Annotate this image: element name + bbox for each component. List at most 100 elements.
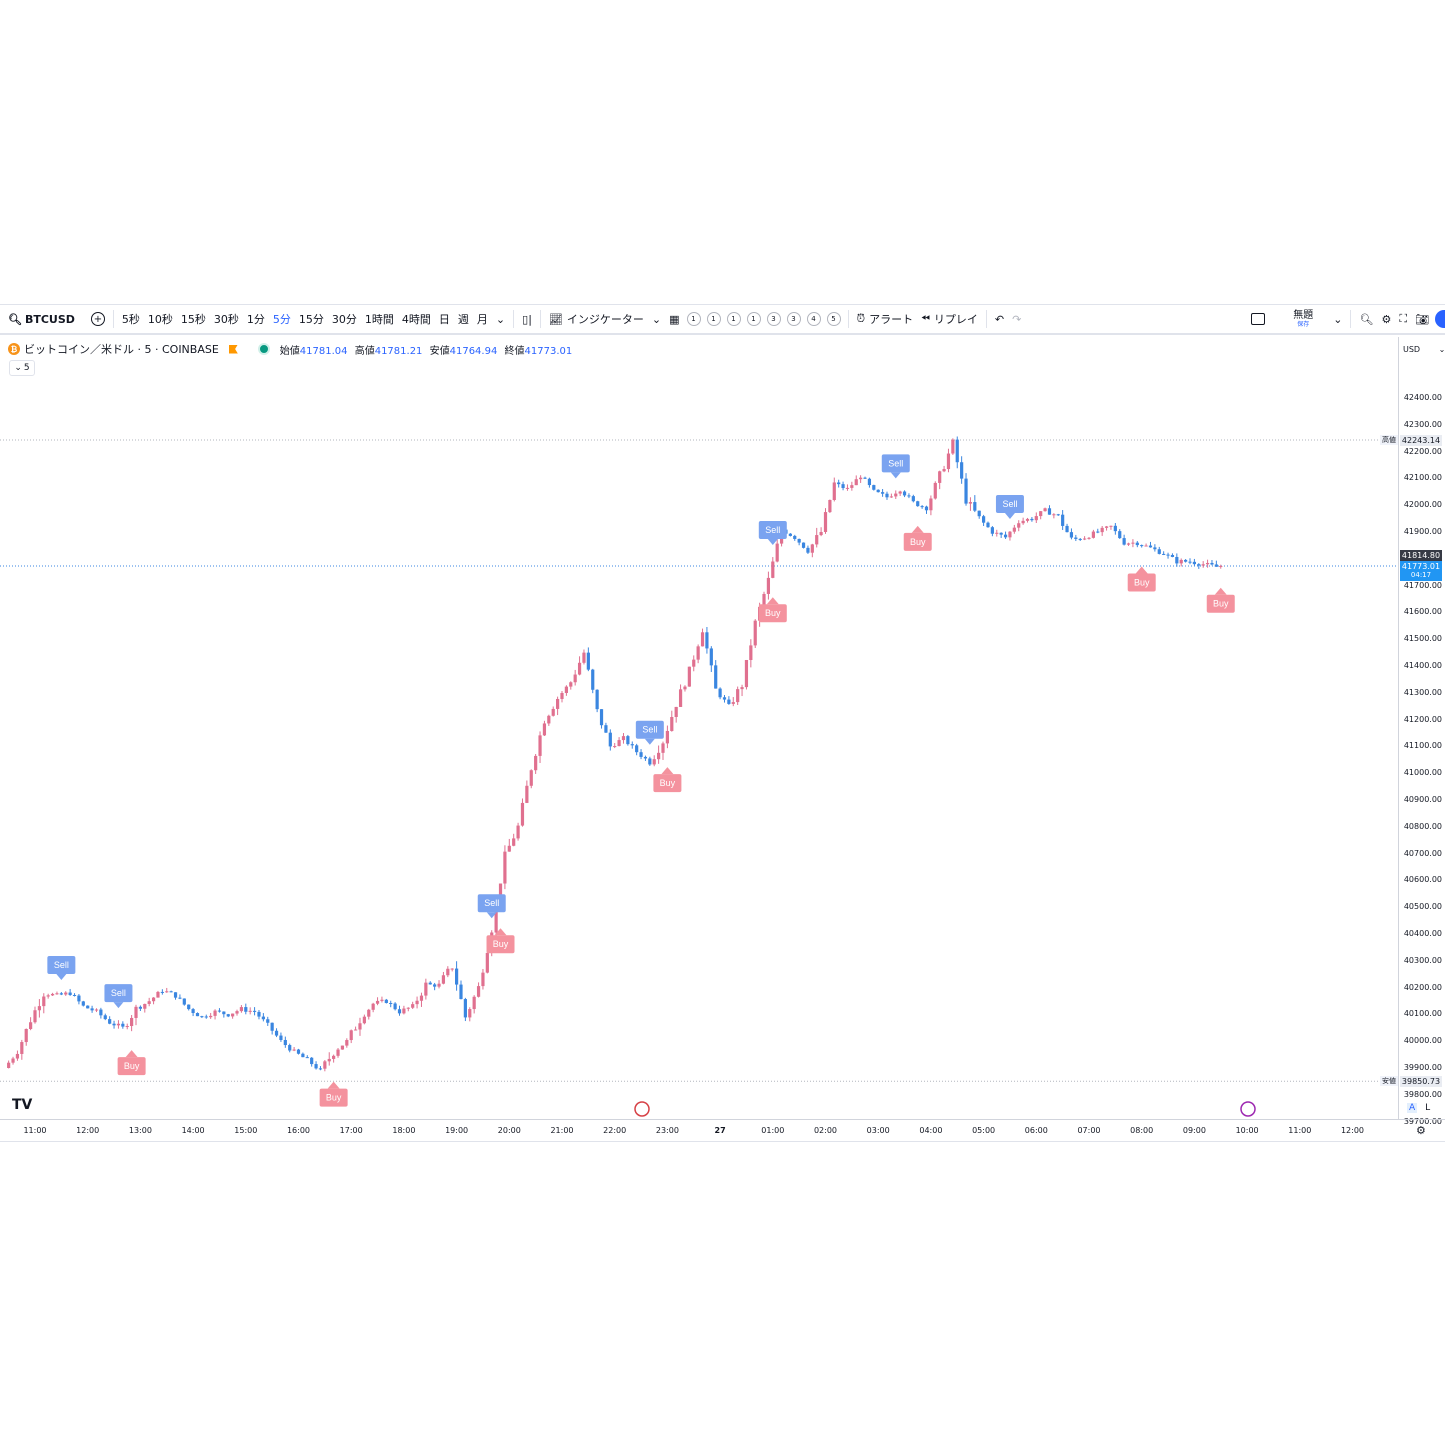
buy-signal[interactable]: Buy	[653, 767, 682, 793]
sell-signal[interactable]: Sell	[635, 720, 664, 745]
candle-body	[301, 1053, 305, 1058]
candle	[819, 527, 823, 537]
buy-signal[interactable]: Buy	[903, 525, 932, 551]
replay-button[interactable]: ⏪︎ リプレイ	[917, 304, 982, 334]
candle	[1166, 552, 1170, 559]
interval-4[interactable]: 1分	[246, 313, 265, 326]
interval-9[interactable]: 4時間	[401, 313, 431, 326]
interval-8[interactable]: 1時間	[364, 313, 394, 326]
indicators-button[interactable]: 📈︎ インジケーター ⌄	[545, 304, 665, 334]
interval-5[interactable]: 5分	[272, 313, 291, 326]
currency-selector[interactable]: USD ⌄	[1403, 345, 1445, 354]
interval-2[interactable]: 15秒	[180, 313, 206, 326]
sell-signal[interactable]: Sell	[758, 521, 787, 546]
candle	[1118, 529, 1122, 539]
lightning-event-icon[interactable]	[1240, 1101, 1256, 1117]
templates-button[interactable]: ▦	[665, 304, 683, 334]
auto-scale-button[interactable]: A	[1407, 1103, 1418, 1113]
interval-11[interactable]: 週	[457, 313, 469, 326]
layout-dropdown[interactable]: ⌄	[1329, 304, 1346, 334]
sell-signal[interactable]: Sell	[995, 494, 1024, 519]
interval-1[interactable]: 10秒	[147, 313, 173, 326]
time-tick: 12:00	[76, 1126, 100, 1135]
candle	[446, 966, 450, 978]
divider	[1350, 310, 1352, 328]
template-slot-5[interactable]: 3	[786, 312, 801, 326]
time-tick: 11:00	[23, 1126, 47, 1135]
buy-signal-box	[486, 935, 515, 954]
candle-body	[64, 992, 68, 995]
price-tick: 41200.00	[1403, 714, 1442, 724]
market-status-icon[interactable]	[257, 343, 270, 355]
candle-body	[705, 632, 709, 649]
tradingview-logo[interactable]: TV	[12, 1097, 33, 1113]
undo-button[interactable]: ↶	[991, 304, 1008, 334]
candle-body	[274, 1030, 279, 1036]
time-axis[interactable]: 11:00 12:00 13:00 14:00 15:00 16:00 17:00 18:00…	[0, 1119, 1445, 1142]
interval-7[interactable]: 30分	[331, 313, 357, 326]
candle-body	[560, 692, 564, 699]
time-tick: 04:00	[919, 1126, 943, 1135]
chart-type-button[interactable]: ▯|	[518, 304, 536, 334]
template-slot-3[interactable]: 1	[746, 312, 761, 326]
candle-body	[876, 489, 880, 493]
template-slot-0[interactable]: 1	[686, 312, 701, 326]
candle	[1131, 539, 1135, 548]
sell-signal[interactable]: Sell	[104, 984, 133, 1009]
candle	[577, 656, 582, 676]
template-slot-4[interactable]: 3	[766, 312, 781, 326]
sell-signal[interactable]: Sell	[477, 894, 506, 919]
template-slot-6[interactable]: 4	[806, 312, 821, 326]
layout-name-button[interactable]: 無題 保存	[1289, 304, 1317, 334]
sell-signal[interactable]: Sell	[47, 956, 76, 981]
buy-signal[interactable]: Buy	[1206, 587, 1235, 613]
interval-3[interactable]: 30秒	[213, 313, 239, 326]
interval-0[interactable]: 5秒	[121, 313, 140, 326]
fullscreen-button[interactable]: ⛶	[1395, 304, 1411, 334]
interval-6[interactable]: 15分	[298, 313, 324, 326]
buy-signal[interactable]: Buy	[758, 597, 787, 623]
symbol-search[interactable]: 🔍︎ BTCUSD	[0, 304, 79, 334]
alert-button[interactable]: ⏰︎ アラート	[853, 304, 918, 334]
price-chart[interactable]: Sell Sell Sell Sell Sell Sell Sell Buy Buy Buy Buy…	[0, 337, 1398, 1119]
candle-body	[314, 1064, 318, 1069]
publish-button[interactable]	[1435, 310, 1445, 328]
interval-12[interactable]: 月	[476, 313, 488, 326]
redo-button[interactable]: ↷	[1008, 304, 1025, 334]
buy-signal[interactable]: Buy	[486, 928, 515, 954]
legend-title: ビットコイン／米ドル · 5 · COINBASE	[24, 343, 219, 356]
economic-event-icon[interactable]	[634, 1101, 650, 1117]
template-slot-7[interactable]: 5	[826, 312, 841, 326]
settings-button[interactable]: ⚙︎	[1377, 304, 1395, 334]
log-scale-button[interactable]: L	[1425, 1103, 1431, 1113]
candle-body	[722, 697, 727, 700]
candle	[134, 1004, 138, 1026]
candle	[103, 1013, 107, 1021]
candle-body	[296, 1049, 301, 1054]
buy-signal[interactable]: Buy	[117, 1050, 146, 1076]
snapshot-button[interactable]: 📷︎	[1411, 304, 1433, 334]
time-axis-settings-button[interactable]: ⚙︎	[1416, 1124, 1426, 1137]
template-slot-2[interactable]: 1	[726, 312, 741, 326]
compare-button[interactable]: +	[87, 304, 109, 334]
buy-signal-label: Buy	[910, 537, 926, 547]
candle-body	[270, 1022, 274, 1031]
price-axis[interactable]: USD ⌄ 42400.00 42300.00 42200.00 42100.00 42…	[1398, 337, 1445, 1126]
template-slot-1[interactable]: 1	[706, 312, 721, 326]
buy-signal[interactable]: Buy	[1127, 566, 1156, 592]
interval-10[interactable]: 日	[438, 313, 450, 326]
flag-icon[interactable]	[228, 344, 238, 354]
quick-search-button[interactable]: 🔍︎	[1355, 304, 1377, 334]
legend-collapse-button[interactable]: ⌄ 5	[9, 360, 35, 376]
candle-body	[1025, 518, 1030, 521]
interval-dropdown[interactable]: ⌄	[492, 304, 509, 334]
buy-signal[interactable]: Buy	[319, 1081, 348, 1107]
sell-signal[interactable]: Sell	[881, 454, 910, 479]
candle	[138, 1005, 142, 1011]
chevron-down-icon: ⌄	[495, 312, 506, 326]
layout-toggle-button[interactable]	[1247, 304, 1269, 334]
candle	[33, 1006, 37, 1024]
candle-body	[68, 992, 72, 995]
high-value: 41781.21	[374, 345, 423, 357]
